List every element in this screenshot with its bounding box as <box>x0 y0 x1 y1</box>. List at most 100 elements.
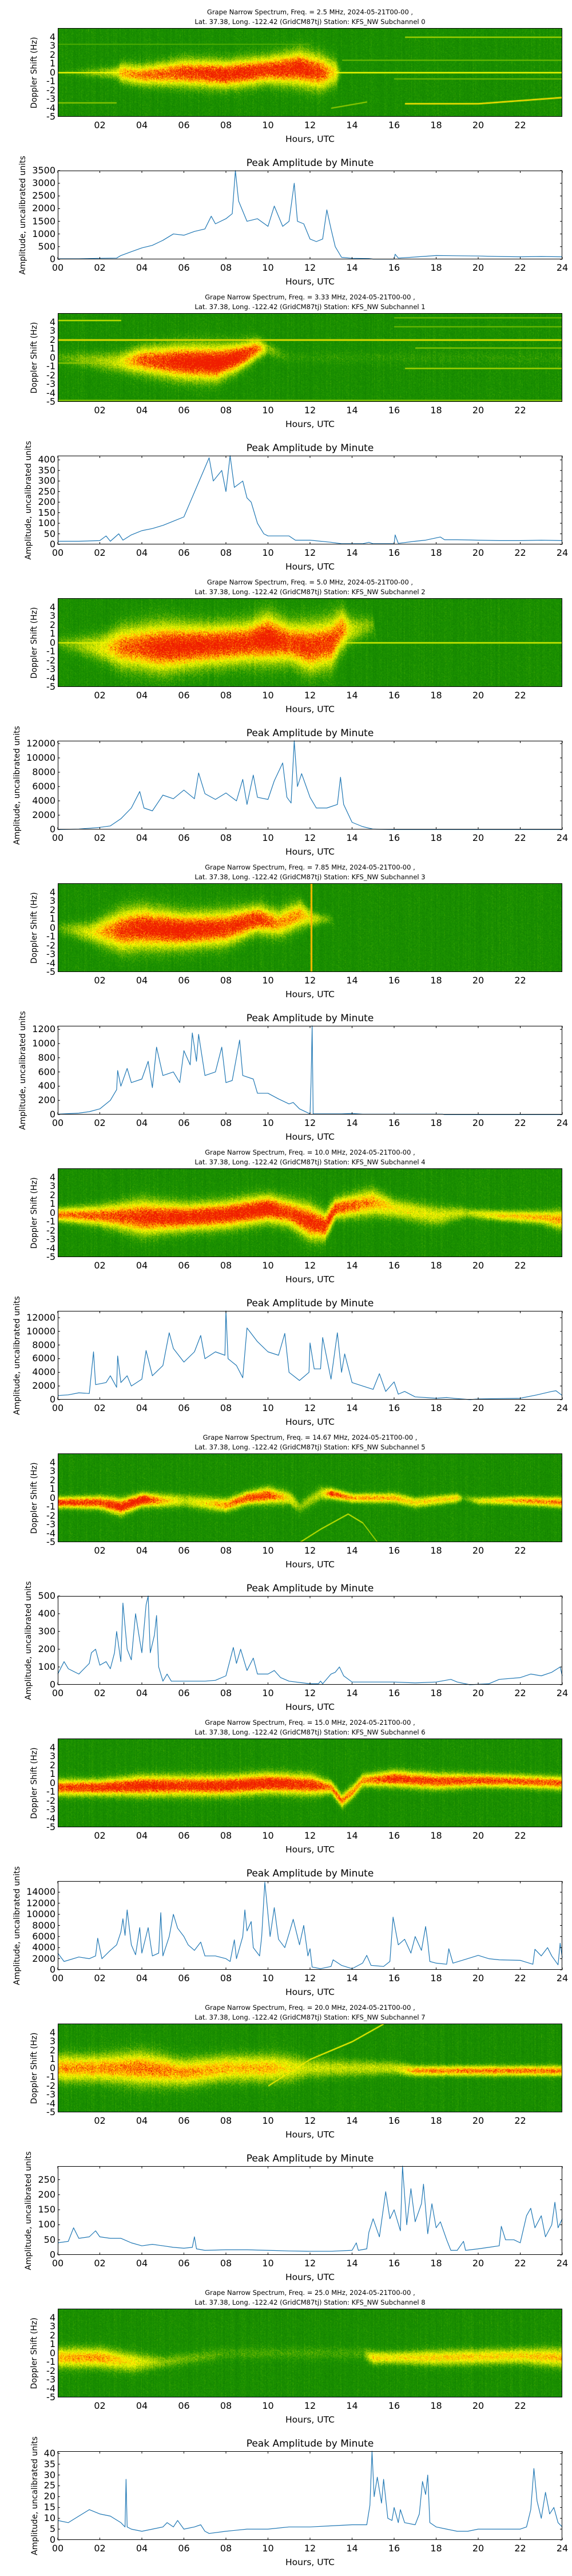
x-axis-label: Hours, UTC <box>285 419 335 429</box>
y-tick-label: 250 <box>38 2174 55 2185</box>
y-tick-label: -5 <box>46 966 55 977</box>
x-tick-label: 12 <box>304 1260 316 1271</box>
x-tick-label: 04 <box>136 405 148 416</box>
x-tick-label: 24 <box>556 1973 569 1984</box>
x-tick-label: 18 <box>430 2543 442 2554</box>
y-tick-label: 0 <box>49 1109 55 1120</box>
x-tick-label: 16 <box>388 2543 400 2554</box>
amplitude-axes-frame <box>58 2451 562 2540</box>
y-tick-label: 35 <box>43 2458 55 2470</box>
x-tick-label: 14 <box>346 1973 358 1984</box>
spectrogram-axes-frame <box>58 883 562 972</box>
x-tick-label: 10 <box>262 1545 274 1556</box>
y-tick-label: 0 <box>49 1394 55 1405</box>
spectrogram-title-line: Lat. 37.38, Long. -122.42 (GridCM87tj) S… <box>194 1158 426 1166</box>
x-tick-label: 00 <box>51 1402 64 1413</box>
y-tick-label: -5 <box>46 1536 55 1547</box>
x-tick-label: 18 <box>430 120 442 131</box>
x-axis-label: Hours, UTC <box>285 1559 335 1570</box>
x-tick-label: 14 <box>346 1688 358 1698</box>
spectrogram-title-line: Grape Narrow Spectrum, Freq. = 7.85 MHz,… <box>205 863 415 871</box>
spectrogram-axes-frame <box>58 2024 562 2112</box>
y-tick-label: 2 <box>49 2044 55 2056</box>
y-tick-label: 4000 <box>32 795 55 806</box>
x-tick-label: 06 <box>178 1117 190 1128</box>
x-tick-label: 18 <box>430 1973 442 1984</box>
x-tick-label: 24 <box>556 262 569 273</box>
x-tick-label: 04 <box>136 1545 148 1556</box>
x-tick-label: 00 <box>51 2258 64 2269</box>
y-tick-label: -2 <box>46 1795 55 1806</box>
y-tick-label: 4 <box>49 1171 55 1183</box>
y-tick-label: -4 <box>46 387 55 398</box>
x-tick-label: 12 <box>304 1402 316 1413</box>
x-tick-label: 08 <box>220 2543 232 2554</box>
amplitude-series-line <box>58 170 563 260</box>
x-tick-label: 16 <box>388 690 400 701</box>
y-tick-label: 200 <box>38 496 55 508</box>
y-tick-label: 1 <box>49 628 55 639</box>
y-tick-label: 4000 <box>32 1366 55 1378</box>
y-tick-label: 2000 <box>32 1380 55 1392</box>
x-tick-label: 20 <box>472 405 484 416</box>
spectrogram-title-line: Lat. 37.38, Long. -122.42 (GridCM87tj) S… <box>194 2298 426 2306</box>
y-axis-label: Doppler Shift (Hz) <box>30 1462 39 1534</box>
x-tick-label: 22 <box>514 2543 526 2554</box>
x-tick-label: 18 <box>430 1688 442 1698</box>
x-tick-label: 22 <box>514 2115 526 2126</box>
x-tick-label: 16 <box>388 2258 400 2269</box>
y-tick-label: 1500 <box>32 215 55 227</box>
x-tick-label: 02 <box>94 120 106 131</box>
y-tick-label: -5 <box>46 681 55 692</box>
y-tick-label: 4 <box>49 316 55 327</box>
x-tick-label: 20 <box>472 975 484 986</box>
spectrogram-title-line: Grape Narrow Spectrum, Freq. = 5.0 MHz, … <box>206 578 414 586</box>
x-tick-label: 22 <box>514 1830 526 1841</box>
x-tick-label: 08 <box>220 405 232 416</box>
x-tick-label: 10 <box>262 1830 274 1841</box>
x-tick-label: 06 <box>178 1688 190 1698</box>
x-tick-label: 02 <box>94 2115 106 2126</box>
y-tick-label: 1000 <box>32 228 55 239</box>
spectrogram-title-line: Lat. 37.38, Long. -122.42 (GridCM87tj) S… <box>194 588 426 596</box>
x-tick-label: 22 <box>514 1402 526 1413</box>
x-tick-label: 16 <box>388 2400 400 2411</box>
x-tick-label: 02 <box>94 832 106 843</box>
amplitude-series-line <box>57 1595 563 1685</box>
y-tick-label: 5 <box>49 2523 55 2535</box>
x-tick-label: 12 <box>304 1545 316 1556</box>
x-tick-label: 14 <box>346 1260 358 1271</box>
x-tick-label: 20 <box>472 1688 484 1698</box>
x-tick-label: 14 <box>346 2543 358 2554</box>
y-tick-label: 40 <box>43 2447 55 2459</box>
x-axis-label: Hours, UTC <box>285 1274 335 1285</box>
x-axis-label: Hours, UTC <box>285 2557 335 2567</box>
x-tick-label: 18 <box>430 832 442 843</box>
x-tick-label: 10 <box>262 1117 274 1128</box>
x-tick-label: 06 <box>178 1260 190 1271</box>
y-tick-label: -3 <box>46 663 55 674</box>
y-tick-label: 3 <box>49 610 55 621</box>
y-tick-label: -1 <box>46 931 55 942</box>
x-tick-label: 06 <box>178 1545 190 1556</box>
x-tick-label: 00 <box>51 832 64 843</box>
x-tick-label: 10 <box>262 547 274 558</box>
y-tick-label: 100 <box>38 2219 55 2230</box>
y-tick-label: -1 <box>46 361 55 372</box>
y-tick-label: 500 <box>38 1590 55 1601</box>
x-tick-label: 16 <box>388 120 400 131</box>
y-tick-label: 1000 <box>32 1038 55 1049</box>
spectrogram-title-line: Grape Narrow Spectrum, Freq. = 14.67 MHz… <box>202 1433 418 1441</box>
x-tick-label: 24 <box>556 1402 569 1413</box>
amplitude-axes-frame <box>58 2166 562 2255</box>
y-tick-label: -5 <box>46 2392 55 2403</box>
x-tick-label: 06 <box>178 547 190 558</box>
x-tick-label: 24 <box>556 1117 569 1128</box>
x-tick-label: 08 <box>220 1260 232 1271</box>
x-tick-label: 20 <box>472 2115 484 2126</box>
y-axis-label: Doppler Shift (Hz) <box>30 892 39 963</box>
amplitude-chart-title: Peak Amplitude by Minute <box>246 2438 374 2449</box>
y-tick-label: 12000 <box>26 1897 55 1909</box>
x-tick-label: 08 <box>220 2400 232 2411</box>
y-tick-label: -3 <box>46 1804 55 1815</box>
